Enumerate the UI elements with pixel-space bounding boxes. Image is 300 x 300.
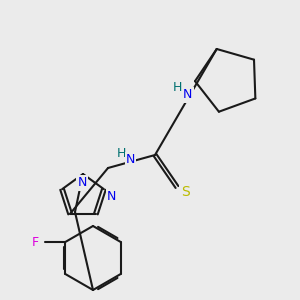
Text: N: N [107,190,117,203]
Text: N: N [183,88,193,101]
Text: H: H [117,147,126,160]
Text: F: F [32,236,39,248]
Text: H: H [173,82,182,94]
Text: N: N [126,153,135,166]
Text: N: N [77,176,87,190]
Text: S: S [181,185,189,199]
